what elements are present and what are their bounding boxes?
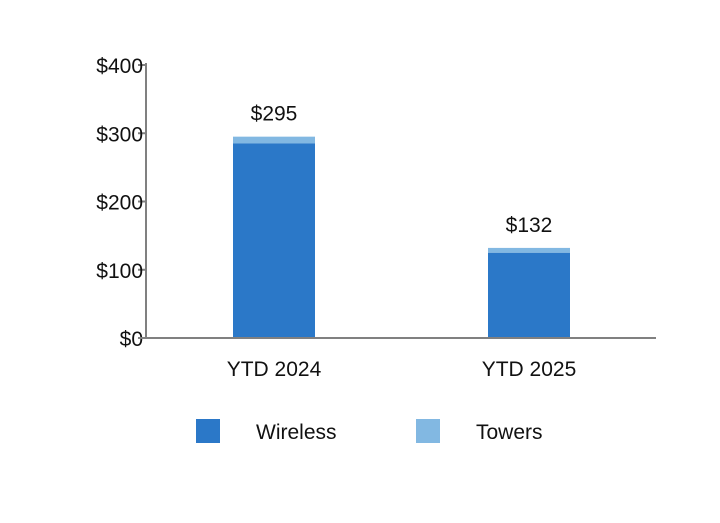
legend: Wireless Towers: [196, 419, 543, 444]
y-tick-label: $0: [120, 328, 143, 351]
y-tick-label: $200: [96, 192, 143, 215]
legend-label-wireless: Wireless: [256, 421, 337, 444]
total-labels: $295 $132: [251, 103, 553, 237]
bar-towers-2: [488, 247, 570, 253]
bar-wireless-1: [233, 143, 315, 338]
x-category-label: YTD 2024: [227, 358, 322, 381]
bars: [233, 136, 570, 338]
axes: [138, 63, 656, 339]
x-category-label: YTD 2025: [482, 358, 577, 381]
bar-wireless-2: [488, 252, 570, 338]
bar-towers-1: [233, 136, 315, 144]
y-tick-label: $300: [96, 123, 143, 146]
bar-total-label: $132: [506, 214, 553, 237]
y-tick-label: $100: [96, 260, 143, 283]
bar-total-label: $295: [251, 103, 298, 126]
legend-label-towers: Towers: [476, 421, 543, 444]
legend-swatch-towers: [416, 419, 440, 443]
y-tick-label: $400: [96, 55, 143, 78]
legend-swatch-wireless: [196, 419, 220, 443]
category-labels: YTD 2024 YTD 2025: [227, 358, 577, 381]
y-axis-ticks: $0 $100 $200 $300 $400: [96, 55, 146, 351]
